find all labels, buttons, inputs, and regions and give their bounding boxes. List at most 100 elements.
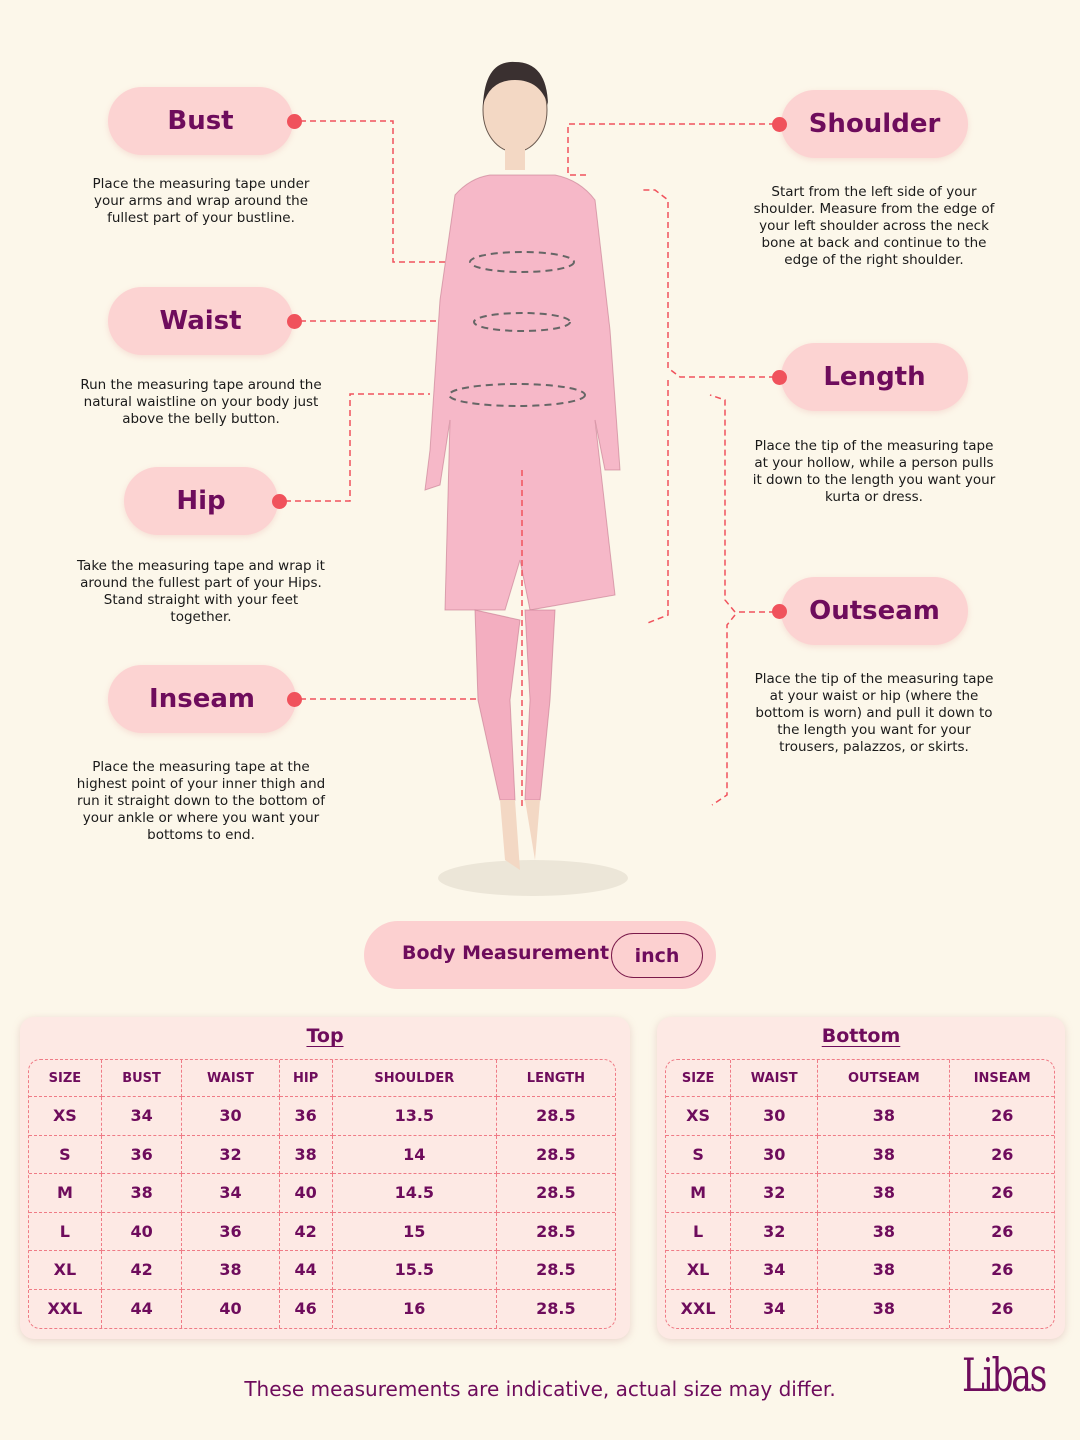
- measurement-cell: 38: [101, 1174, 183, 1213]
- body-measurement-label: Body Measurement: [402, 942, 610, 964]
- bust-description: Place the measuring tape under your arms…: [92, 176, 310, 226]
- hip-marker-dot: [272, 494, 287, 509]
- table-header-row: SIZE BUST WAIST HIP SHOULDER LENGTH: [29, 1060, 615, 1097]
- measurement-cell: 13.5: [332, 1097, 497, 1136]
- column-header: SHOULDER: [332, 1060, 497, 1097]
- waist-description: Run the measuring tape around the natura…: [80, 377, 322, 427]
- measurement-cell: 36: [279, 1097, 333, 1136]
- measurement-cell: 40: [182, 1289, 280, 1328]
- measurement-cell: 26: [950, 1251, 1054, 1290]
- waist-marker-dot: [287, 314, 302, 329]
- size-cell: L: [666, 1212, 732, 1251]
- table-row: L 40 36 42 15 28.5: [29, 1212, 615, 1251]
- size-cell: M: [29, 1174, 102, 1213]
- top-size-panel: Top SIZE BUST WAIST HIP SHOULDER LENGTH XS 34 30…: [20, 1017, 630, 1339]
- size-cell: L: [29, 1212, 102, 1251]
- measurement-cell: 26: [950, 1213, 1054, 1251]
- table-row: XXL 44 40 46 16 28.5: [29, 1289, 615, 1328]
- measurement-cell: 28.5: [536, 1299, 576, 1319]
- table-row: S 36 32 38 14 28.5: [29, 1135, 615, 1174]
- size-cell: XL: [666, 1251, 732, 1290]
- measurement-cell: 44: [279, 1251, 333, 1290]
- measurement-cell: 14.5: [332, 1174, 497, 1213]
- measurement-cell: 26: [950, 1136, 1054, 1174]
- table-row: XL 34 38 26: [666, 1251, 1054, 1290]
- measurement-cell: 15.5: [332, 1251, 497, 1290]
- size-cell: M: [666, 1174, 732, 1213]
- waist-label: Waist: [108, 287, 293, 355]
- table-row: XS 34 30 36 13.5 28.5: [29, 1097, 615, 1136]
- size-cell: XXL: [666, 1289, 732, 1328]
- size-cell: XL: [29, 1251, 102, 1290]
- inseam-description: Place the measuring tape at the highest …: [76, 759, 326, 843]
- measurement-cell: 36: [182, 1212, 280, 1251]
- shoulder-description: Start from the left side of your shoulde…: [753, 184, 995, 268]
- table-row: L 32 38 26: [666, 1212, 1054, 1251]
- measurement-cell: 38: [182, 1251, 280, 1290]
- measurement-cell: 40: [279, 1174, 333, 1213]
- measurement-cell: 38: [818, 1174, 951, 1213]
- measurement-cell: 30: [731, 1097, 819, 1136]
- column-header: SIZE: [666, 1060, 732, 1097]
- outseam-description: Place the tip of the measuring tape at y…: [754, 671, 994, 755]
- table-header-row: SIZE WAIST OUTSEAM INSEAM: [666, 1060, 1054, 1097]
- inseam-label: Inseam: [108, 665, 296, 733]
- outseam-label: Outseam: [781, 577, 968, 645]
- unit-toggle-inch[interactable]: inch: [611, 933, 703, 978]
- measurement-cell: 42: [279, 1212, 333, 1251]
- size-cell: S: [666, 1135, 732, 1174]
- table-row: XS 30 38 26: [666, 1097, 1054, 1136]
- body-measurement-bar: Body Measurement inch: [364, 921, 716, 989]
- measurement-cell: 28.5: [496, 1251, 615, 1290]
- measurement-cell: 30: [182, 1097, 280, 1136]
- column-header: HIP: [279, 1060, 333, 1097]
- table-row: XL 42 38 44 15.5 28.5: [29, 1251, 615, 1290]
- column-header: SIZE: [29, 1060, 102, 1097]
- measurement-cell: 26: [991, 1299, 1014, 1319]
- measurement-cell: 34: [731, 1289, 819, 1328]
- column-header: OUTSEAM: [818, 1060, 951, 1097]
- measurement-cell: 34: [731, 1251, 819, 1290]
- measurement-cell: 28.5: [496, 1174, 615, 1213]
- shoulder-marker-dot: [772, 117, 787, 132]
- measurement-cell: 44: [102, 1289, 183, 1328]
- column-header: WAIST: [731, 1060, 819, 1097]
- inseam-marker-dot: [287, 692, 302, 707]
- bottom-table-title: Bottom: [821, 1025, 901, 1047]
- measurement-cell: 36: [101, 1135, 183, 1174]
- hip-description: Take the measuring tape and wrap it arou…: [77, 558, 325, 625]
- measurement-cell: 28.5: [496, 1213, 615, 1251]
- measurement-cell: 16: [333, 1289, 497, 1328]
- length-description: Place the tip of the measuring tape at y…: [752, 438, 996, 505]
- measurement-cell: 32: [731, 1174, 819, 1213]
- measurement-cell: 38: [818, 1251, 951, 1290]
- size-cell: XXL: [29, 1289, 102, 1328]
- table-row: M 32 38 26: [666, 1174, 1054, 1213]
- table-row: XXL 34 38 26: [666, 1289, 1054, 1328]
- length-label: Length: [781, 343, 968, 411]
- measurement-cell: 40: [101, 1212, 183, 1251]
- measurement-cell: 38: [818, 1289, 951, 1328]
- model-illustration: [285, 61, 775, 896]
- measurement-cell: 34: [182, 1174, 280, 1213]
- measurement-cell: 38: [818, 1212, 951, 1251]
- size-cell: S: [29, 1135, 102, 1174]
- libas-logo: Libas: [962, 1348, 1047, 1402]
- column-header: WAIST: [182, 1060, 280, 1097]
- measurement-cell: 42: [101, 1251, 183, 1290]
- bottom-size-table: SIZE WAIST OUTSEAM INSEAM XS 30 38 26 S 30 38 26 M 32…: [665, 1059, 1055, 1329]
- measurement-cell: 38: [279, 1135, 333, 1174]
- measurement-cell: 28.5: [496, 1097, 615, 1136]
- measurement-cell: 26: [950, 1174, 1054, 1213]
- measurement-cell: 32: [731, 1212, 819, 1251]
- top-size-table: SIZE BUST WAIST HIP SHOULDER LENGTH XS 34 30 36 13…: [28, 1059, 616, 1329]
- top-table-title: Top: [306, 1025, 344, 1047]
- column-header: BUST: [101, 1060, 183, 1097]
- table-row: S 30 38 26: [666, 1135, 1054, 1174]
- measurement-cell: 38: [818, 1135, 951, 1174]
- bust-marker-dot: [287, 114, 302, 129]
- bust-label: Bust: [108, 87, 293, 155]
- size-cell: XS: [666, 1097, 732, 1136]
- hip-label: Hip: [124, 467, 278, 535]
- measurement-cell: 30: [731, 1135, 819, 1174]
